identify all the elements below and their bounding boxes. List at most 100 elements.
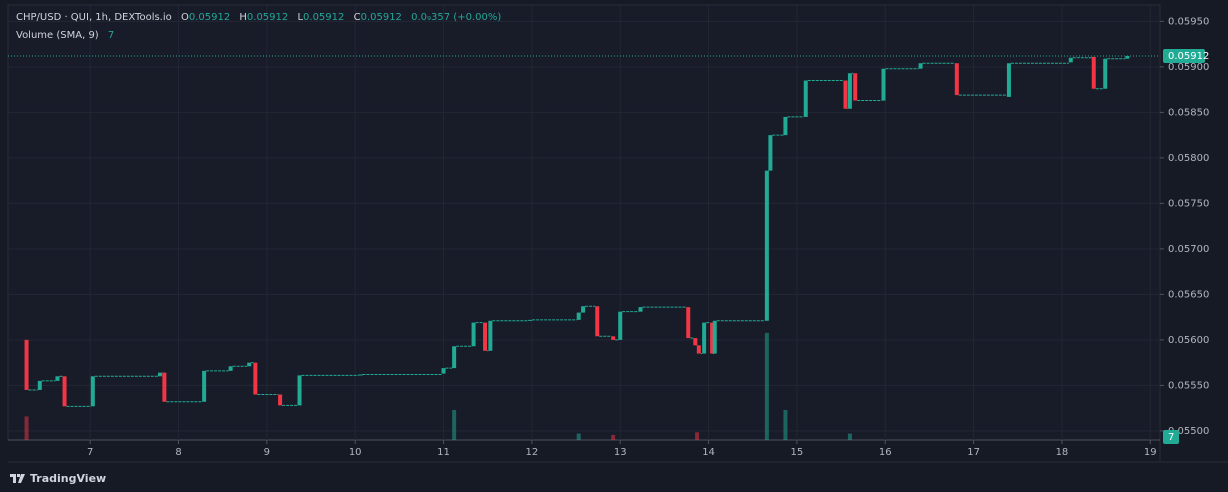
- legend-header: CHP/USD · QUI, 1h, DEXTools.io O0.05912 …: [16, 12, 501, 23]
- brand: TradingView: [10, 472, 106, 485]
- candle-body: [847, 73, 852, 109]
- change: 0.0₉357 (+0.00%): [411, 12, 502, 23]
- x-tick-label: 17: [967, 447, 980, 458]
- y-tick-label: 0.05600: [1168, 335, 1209, 346]
- candle-body: [157, 372, 162, 377]
- ohlc-key: O: [180, 12, 189, 23]
- candle-body: [278, 394, 283, 406]
- volume-bar: [452, 410, 457, 440]
- ohlc-value: 0.05912: [360, 12, 402, 23]
- ohlc-key: L: [297, 12, 304, 23]
- volume-bar: [764, 332, 769, 440]
- candle-body: [843, 80, 848, 109]
- candle-body: [611, 336, 616, 340]
- candle-body: [576, 312, 581, 320]
- candle-body: [297, 375, 302, 406]
- x-tick-label: 10: [349, 447, 362, 458]
- x-tick-label: 13: [614, 447, 627, 458]
- candle-body: [253, 362, 258, 395]
- candle-body: [1068, 57, 1073, 63]
- candle-body: [618, 311, 623, 340]
- ohlc-key: C: [353, 12, 361, 23]
- candle-body: [918, 63, 923, 69]
- candle-body: [712, 320, 717, 354]
- brand-logo: [10, 473, 25, 483]
- y-tick-label: 0.05650: [1168, 289, 1209, 300]
- candle-body: [803, 80, 808, 117]
- candle-body: [162, 372, 167, 402]
- symbol-title: CHP/USD · QUI, 1h, DEXTools.io: [16, 12, 172, 23]
- candle-body: [595, 306, 600, 337]
- x-tick-label: 9: [264, 447, 270, 458]
- x-tick-label: 19: [1144, 447, 1157, 458]
- x-tick-label: 7: [87, 447, 93, 458]
- candle-body: [62, 376, 67, 407]
- y-tick-label: 0.05950: [1168, 16, 1209, 27]
- ohlc-value: 0.05912: [246, 12, 289, 23]
- y-tick-label: 0.05550: [1168, 380, 1209, 391]
- candle-body: [488, 320, 493, 351]
- volume-bar: [611, 434, 616, 440]
- brand-name: TradingView: [30, 472, 107, 485]
- candle-body: [1006, 63, 1011, 97]
- candle-body: [247, 362, 252, 367]
- x-tick-label: 8: [175, 447, 181, 458]
- candle-body: [638, 307, 643, 312]
- y-tick-label: 0.05700: [1168, 244, 1209, 255]
- candle-body: [686, 307, 691, 339]
- candle-body: [693, 338, 698, 346]
- candle-body: [202, 370, 207, 402]
- x-tick-label: 16: [879, 447, 892, 458]
- candle-body: [441, 368, 446, 374]
- candle-body: [702, 322, 707, 354]
- candle-body: [452, 346, 457, 369]
- y-tick-label: 0.05850: [1168, 107, 1209, 118]
- candle-body: [853, 73, 858, 101]
- last-price-label: 0.05912: [1168, 51, 1209, 62]
- candle-body: [1091, 56, 1096, 89]
- plot-area: [7, 4, 1161, 441]
- x-tick-label: 18: [1056, 447, 1069, 458]
- volume-bar: [847, 433, 852, 440]
- candle-body: [37, 380, 42, 390]
- x-tick-label: 11: [437, 447, 450, 458]
- volume-bar: [695, 432, 700, 440]
- candle-body: [24, 339, 29, 390]
- candle-body: [783, 116, 788, 136]
- last-price-tag: [1163, 48, 1205, 63]
- volume-legend: Volume (SMA, 9) 7: [16, 30, 114, 41]
- y-tick-label: 0.05800: [1168, 153, 1209, 164]
- y-tick-label: 0.05500: [1168, 426, 1209, 437]
- candle-body: [90, 376, 95, 407]
- candle-body: [228, 366, 233, 371]
- volume-sma: 7: [107, 30, 115, 41]
- candle-body: [764, 170, 769, 321]
- candle-body: [581, 306, 586, 313]
- candle-body: [768, 135, 773, 171]
- candle-body: [696, 345, 701, 354]
- x-tick-label: 12: [526, 447, 539, 458]
- x-tick-label: 14: [702, 447, 715, 458]
- volume-bar: [783, 410, 788, 440]
- candle-body: [954, 63, 959, 96]
- candle-body: [881, 68, 886, 101]
- y-tick-label: 0.05750: [1168, 198, 1209, 209]
- candle-body: [1125, 55, 1130, 59]
- volume-bar: [24, 416, 29, 440]
- volume-title: Volume (SMA, 9): [16, 30, 99, 41]
- candle-body: [471, 322, 476, 347]
- candle-body: [483, 322, 488, 351]
- candle-body: [1103, 58, 1108, 89]
- volume-bar: [576, 433, 581, 440]
- ohlc-value: 0.05912: [188, 12, 231, 23]
- candle-body: [358, 374, 363, 376]
- ohlc-value: 0.05912: [303, 12, 345, 23]
- volume-tag: [1163, 430, 1179, 444]
- y-tick-label: 0.05900: [1168, 62, 1209, 73]
- volume-tag-label: 7: [1168, 432, 1174, 443]
- ohlc-key: H: [239, 12, 247, 23]
- candle-body: [528, 319, 533, 321]
- candle-body: [55, 376, 60, 381]
